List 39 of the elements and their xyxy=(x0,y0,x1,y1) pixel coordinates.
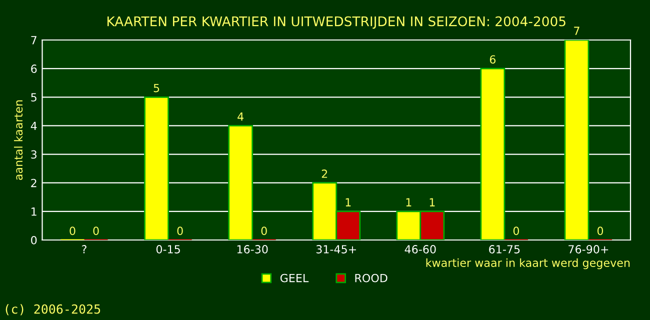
text: (c) 2006-2025 xyxy=(6,304,100,316)
y-tick-label: 0 xyxy=(31,236,37,244)
data-label: 2 xyxy=(322,170,328,178)
data-label: 0 xyxy=(70,226,76,236)
y-tick-label: 3 xyxy=(31,150,36,159)
x-tick-label: ? xyxy=(82,245,86,254)
y-tick-label: 6 xyxy=(31,64,37,73)
y-tick-label: 7 xyxy=(31,36,36,44)
y-tick-label: 1 xyxy=(32,208,36,216)
data-label: 0 xyxy=(177,226,183,236)
data-label: 1 xyxy=(430,198,435,206)
chart-title: KAARTEN PER KWARTIER IN UITWEDSTRIJDEN IN SEIZOEN: 2004-2005 xyxy=(107,16,566,29)
data-label: 4 xyxy=(238,112,244,121)
data-label: 6 xyxy=(490,55,496,64)
bar xyxy=(564,40,590,240)
x-tick-label: 46-60 xyxy=(404,245,436,254)
x-tick-label: 61-75 xyxy=(489,245,520,254)
y-axis-title: aantal kaarten xyxy=(14,100,23,180)
bar xyxy=(144,96,169,240)
legend-label: ROOD xyxy=(355,274,388,282)
data-label: 1 xyxy=(406,198,412,206)
data-label: 7 xyxy=(574,26,580,35)
legend-label: GEEL xyxy=(280,274,309,282)
y-tick-label: 5 xyxy=(31,93,36,102)
data-label: 0 xyxy=(93,226,99,236)
bar xyxy=(228,125,254,240)
bar xyxy=(480,68,506,240)
x-tick-label: 31-45+ xyxy=(316,245,356,254)
data-label: 5 xyxy=(154,84,160,92)
data-label: 0 xyxy=(261,226,267,236)
data-label: 1 xyxy=(346,198,351,206)
x-tick-label: 16-30 xyxy=(237,245,268,254)
y-tick-label: 2 xyxy=(31,178,36,188)
data-label: 0 xyxy=(513,226,520,236)
x-axis-title: kwartier waar in kaart werd gegeven xyxy=(426,258,630,270)
data-label: 0 xyxy=(597,226,604,236)
y-tick-label: 4 xyxy=(30,122,37,130)
x-tick-label: 76-90+ xyxy=(568,245,608,254)
x-tick-label: 0-15 xyxy=(156,245,180,254)
